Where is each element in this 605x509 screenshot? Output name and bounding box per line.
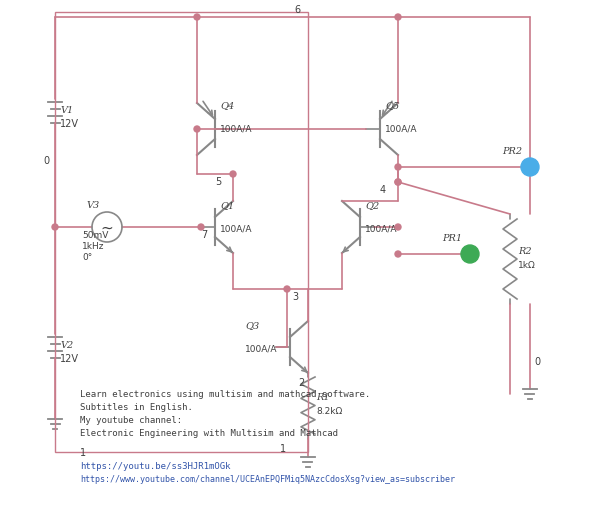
Circle shape [52,224,58,231]
Text: https://youtu.be/ss3HJR1mOGk: https://youtu.be/ss3HJR1mOGk [80,461,231,470]
Circle shape [395,180,401,186]
Text: 100A/A: 100A/A [385,125,417,134]
Text: v: v [527,163,533,172]
Text: ~: ~ [100,220,113,235]
Circle shape [284,287,290,293]
Text: 12V: 12V [60,119,79,129]
Circle shape [395,224,401,231]
Text: 100A/A: 100A/A [365,223,397,233]
Text: 5: 5 [215,177,221,187]
Text: 100A/A: 100A/A [220,223,252,233]
Circle shape [194,15,200,21]
Circle shape [521,159,539,177]
Text: 1: 1 [280,443,286,453]
Text: 100A/A: 100A/A [220,125,252,134]
Text: 8.2kΩ: 8.2kΩ [316,407,342,416]
Text: My youtube channel:: My youtube channel: [80,415,182,424]
Circle shape [395,180,401,186]
Text: 1kHz: 1kHz [82,242,105,250]
Text: Q5: Q5 [385,101,399,110]
Text: 1kΩ: 1kΩ [518,261,536,269]
Text: R2: R2 [518,246,532,256]
Text: 2: 2 [298,377,304,387]
Text: 4: 4 [380,185,386,194]
Text: PR1: PR1 [442,234,462,242]
Text: 1: 1 [80,447,86,457]
Text: Electronic Engineering with Multisim and Mathcad: Electronic Engineering with Multisim and… [80,428,338,437]
Text: V2: V2 [60,340,73,349]
Text: 12V: 12V [60,353,79,363]
Text: 100A/A: 100A/A [245,344,278,352]
Text: V3: V3 [87,201,100,210]
Circle shape [395,165,401,171]
Text: Q2: Q2 [365,201,379,210]
Circle shape [198,224,204,231]
Text: Q1: Q1 [220,201,234,210]
Text: 0: 0 [534,356,540,366]
Text: 50mV: 50mV [82,231,108,240]
Text: V1: V1 [60,105,73,115]
Text: 6: 6 [295,5,301,15]
Text: 0: 0 [43,156,49,165]
Text: PR2: PR2 [502,147,522,156]
Text: Q4: Q4 [220,101,234,110]
Text: https://www.youtube.com/channel/UCEAnEPQFMiq5NAzcCdosXsg?view_as=subscriber: https://www.youtube.com/channel/UCEAnEPQ… [80,474,455,483]
Text: Q3: Q3 [245,320,260,329]
Circle shape [395,251,401,258]
Circle shape [230,172,236,178]
Text: v: v [467,250,473,259]
Circle shape [395,15,401,21]
Text: Learn electronics using multisim and mathcad software.: Learn electronics using multisim and mat… [80,389,370,398]
Circle shape [461,245,479,264]
Text: 0°: 0° [82,252,92,262]
Text: Subtitles in English.: Subtitles in English. [80,402,193,411]
Text: 7: 7 [201,230,208,240]
Text: 3: 3 [292,292,298,301]
Text: R1: R1 [316,393,330,402]
Circle shape [194,127,200,133]
